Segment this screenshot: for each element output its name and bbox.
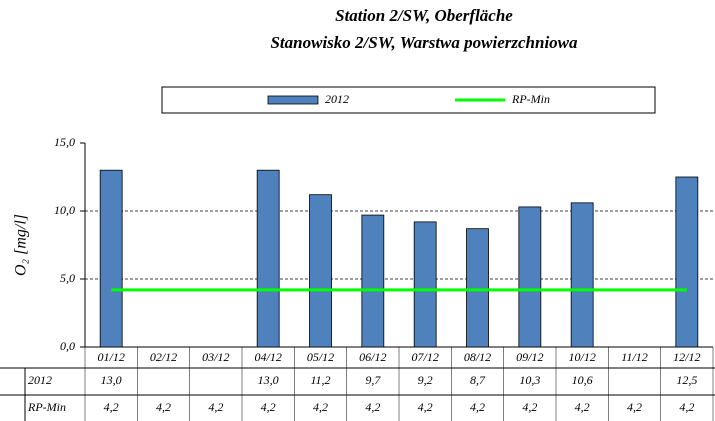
table-value: 13,0	[101, 373, 122, 387]
x-tick-label: 05/12	[307, 350, 334, 364]
x-tick-label: 02/12	[150, 350, 177, 364]
table-value: 9,2	[418, 373, 433, 387]
bar	[361, 214, 385, 348]
table-value: 4,2	[156, 400, 171, 414]
y-tick-label: 5,0	[60, 271, 75, 285]
x-tick-label: 12/12	[673, 350, 700, 364]
x-tick-label: 08/12	[464, 350, 491, 364]
legend-label: RP-Min	[511, 92, 550, 106]
table-value: 4,2	[418, 400, 433, 414]
table-value: 8,7	[470, 373, 486, 387]
table-value: 9,7	[365, 373, 381, 387]
table-value: 4,2	[575, 400, 590, 414]
table-value: 10,3	[519, 373, 540, 387]
table-row-label: 2012	[28, 373, 52, 387]
bar	[99, 169, 123, 348]
bar	[518, 206, 542, 348]
y-axis-label: O₂ [mg/l]	[13, 214, 30, 276]
x-tick-label: 10/12	[568, 350, 595, 364]
bar	[256, 169, 280, 348]
x-tick-label: 04/12	[254, 350, 281, 364]
table-value: 10,6	[572, 373, 593, 387]
bar	[570, 202, 594, 348]
y-tick-label: 10,0	[54, 203, 75, 217]
table-value: 4,2	[208, 400, 223, 414]
chart-subtitle: Stanowisko 2/SW, Warstwa powierzchniowa	[270, 33, 578, 52]
legend-box	[161, 86, 656, 114]
x-tick-label: 03/12	[202, 350, 229, 364]
table-value: 4,2	[522, 400, 537, 414]
y-tick-label: 15,0	[54, 135, 75, 149]
table-value: 4,2	[627, 400, 642, 414]
x-tick-label: 06/12	[359, 350, 386, 364]
legend-label: 2012	[325, 92, 349, 106]
x-tick-label: 01/12	[97, 350, 124, 364]
chart-title: Station 2/SW, Oberfläche	[335, 6, 513, 25]
table-value: 4,2	[104, 400, 119, 414]
table-value: 4,2	[365, 400, 380, 414]
x-tick-label: 11/12	[621, 350, 647, 364]
bar	[413, 221, 437, 348]
table-row-label: RP-Min	[27, 400, 66, 414]
bar	[466, 228, 489, 348]
table-value: 4,2	[470, 400, 485, 414]
bar	[675, 176, 699, 348]
table-value: 4,2	[261, 400, 276, 414]
x-tick-label: 07/12	[411, 350, 438, 364]
bar	[309, 194, 332, 348]
y-tick-label: 0,0	[60, 339, 75, 353]
table-value: 4,2	[679, 400, 694, 414]
table-value: 12,5	[676, 373, 697, 387]
legend-swatch	[267, 95, 319, 105]
table-value: 11,2	[310, 373, 330, 387]
table-value: 4,2	[313, 400, 328, 414]
x-tick-label: 09/12	[516, 350, 543, 364]
table-value: 13,0	[258, 373, 279, 387]
